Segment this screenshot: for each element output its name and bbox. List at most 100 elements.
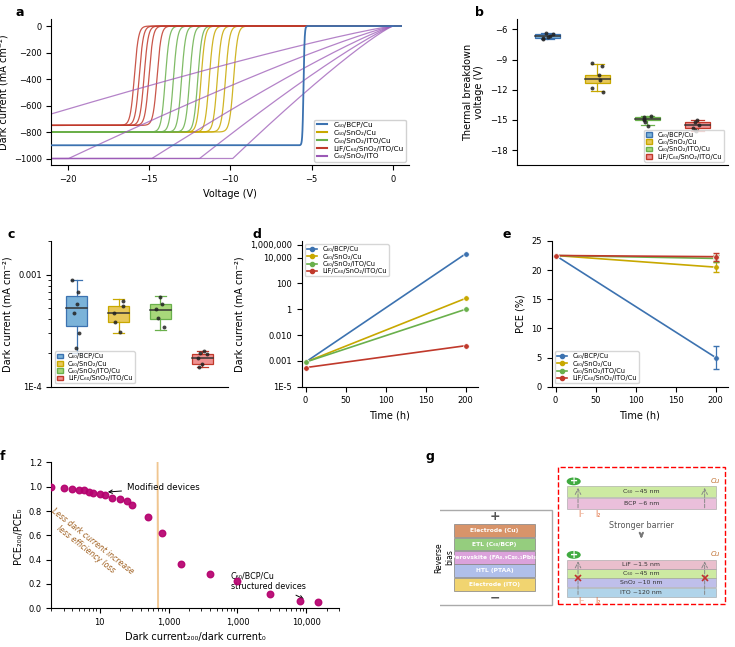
Point xyxy=(312,597,324,608)
Bar xyxy=(567,569,716,578)
Point xyxy=(126,499,138,510)
Point xyxy=(594,74,606,85)
Text: −: − xyxy=(490,591,500,604)
Bar xyxy=(567,587,716,597)
Point xyxy=(193,362,204,372)
Point xyxy=(596,60,608,71)
Text: g: g xyxy=(426,450,434,463)
Point xyxy=(87,488,98,498)
Point xyxy=(58,483,70,493)
Point xyxy=(66,484,78,494)
Text: HTL (PTAA): HTL (PTAA) xyxy=(476,568,513,573)
Point xyxy=(114,327,126,337)
Text: LiF ~1.5 nm: LiF ~1.5 nm xyxy=(623,562,660,567)
C₆₀/BCP/Cu xyxy=(397,22,406,30)
X-axis label: Time (h): Time (h) xyxy=(369,411,410,421)
Point xyxy=(79,485,90,496)
Text: C₆₀ ~45 nm: C₆₀ ~45 nm xyxy=(623,490,659,494)
Text: b: b xyxy=(475,6,484,19)
Bar xyxy=(454,578,535,591)
Point xyxy=(194,348,206,358)
Text: c: c xyxy=(7,228,15,241)
Point xyxy=(597,87,609,97)
Text: Less dark current increase
less efficiency loss: Less dark current increase less efficien… xyxy=(43,506,135,584)
Ellipse shape xyxy=(157,395,159,647)
Point xyxy=(542,32,554,42)
Point xyxy=(175,559,187,569)
Text: BCP ~6 nm: BCP ~6 nm xyxy=(623,501,659,506)
Point xyxy=(106,492,118,503)
Bar xyxy=(66,296,87,325)
Point xyxy=(94,489,106,499)
Point xyxy=(118,296,129,306)
Y-axis label: Dark current (mA cm⁻²): Dark current (mA cm⁻²) xyxy=(234,256,244,371)
Text: I₂: I₂ xyxy=(595,597,600,606)
Point xyxy=(117,302,129,312)
Y-axis label: PCE₂₀₀/PCE₀: PCE₂₀₀/PCE₀ xyxy=(13,507,23,564)
Point xyxy=(73,485,85,496)
Point xyxy=(158,322,170,333)
C₆₀/BCP/Cu xyxy=(107,142,116,149)
Text: I⁻: I⁻ xyxy=(578,510,584,519)
Text: e: e xyxy=(502,228,511,241)
Point xyxy=(689,116,701,127)
Text: Cu: Cu xyxy=(711,478,720,485)
Bar xyxy=(567,487,716,498)
Point xyxy=(66,274,78,285)
X-axis label: Voltage (V): Voltage (V) xyxy=(204,190,257,199)
Point xyxy=(154,292,165,302)
Point xyxy=(204,569,216,579)
Point xyxy=(156,528,168,538)
C₆₀/BCP/Cu xyxy=(390,22,398,30)
Point xyxy=(192,353,204,363)
Legend: C₆₀/BCP/Cu, C₆₀/SnO₂/Cu, C₆₀/SnO₂/ITO/Cu, LiF/C₆₀/SnO₂/ITO/Cu: C₆₀/BCP/Cu, C₆₀/SnO₂/Cu, C₆₀/SnO₂/ITO/Cu… xyxy=(305,245,389,276)
Bar xyxy=(635,117,660,120)
Point xyxy=(690,126,702,136)
Bar xyxy=(585,74,610,83)
C₆₀/BCP/Cu xyxy=(352,22,361,30)
Text: a: a xyxy=(15,6,24,19)
Legend: C₆₀/BCP/Cu, C₆₀/SnO₂/Cu, C₆₀/SnO₂/ITO/Cu, LiF/C₆₀/SnO₂/ITO/Cu, C₆₀/SnO₂/ITO: C₆₀/BCP/Cu, C₆₀/SnO₂/Cu, C₆₀/SnO₂/ITO/Cu… xyxy=(315,120,406,162)
Point xyxy=(689,125,701,135)
Point xyxy=(638,112,650,122)
Point xyxy=(115,494,126,504)
Bar xyxy=(454,551,535,564)
Text: +: + xyxy=(570,550,578,560)
Text: Electrode (ITO): Electrode (ITO) xyxy=(469,582,520,587)
Text: f: f xyxy=(0,450,5,463)
Point xyxy=(121,496,133,507)
Point xyxy=(153,313,165,324)
C₆₀/BCP/Cu xyxy=(47,142,56,149)
C₆₀/BCP/Cu xyxy=(181,142,190,149)
Legend: C₆₀/BCP/Cu, C₆₀/SnO₂/Cu, C₆₀/SnO₂/ITO/Cu, LiF/C₆₀/SnO₂/ITO/Cu: C₆₀/BCP/Cu, C₆₀/SnO₂/Cu, C₆₀/SnO₂/ITO/Cu… xyxy=(555,351,639,383)
Point xyxy=(540,28,552,38)
Point xyxy=(642,121,653,131)
Text: Stronger barrier: Stronger barrier xyxy=(609,521,674,536)
Bar xyxy=(567,498,716,509)
Point xyxy=(71,343,82,353)
Text: I⁻: I⁻ xyxy=(578,597,584,606)
Y-axis label: Dark current (mA cm⁻²): Dark current (mA cm⁻²) xyxy=(0,34,8,150)
Bar xyxy=(558,467,725,604)
Point xyxy=(537,34,549,44)
Point xyxy=(645,111,657,121)
Point xyxy=(547,29,559,39)
Bar xyxy=(567,560,716,569)
Text: I₂: I₂ xyxy=(595,510,600,519)
Bar xyxy=(454,524,535,537)
Point xyxy=(71,287,83,297)
Text: C₆₀ ~45 nm: C₆₀ ~45 nm xyxy=(623,571,659,576)
Point xyxy=(110,316,121,327)
Y-axis label: PCE (%): PCE (%) xyxy=(516,294,526,333)
Point xyxy=(693,120,705,130)
Point xyxy=(151,304,162,314)
Point xyxy=(108,309,120,319)
Text: Electrode (Cu): Electrode (Cu) xyxy=(470,528,519,533)
Point xyxy=(201,349,212,359)
Point xyxy=(83,487,95,497)
Text: +: + xyxy=(570,476,578,487)
Y-axis label: Thermal breakdown
voltage (V): Thermal breakdown voltage (V) xyxy=(463,43,484,141)
Text: +: + xyxy=(490,510,500,523)
Text: ETL (C₆₀/BCP): ETL (C₆₀/BCP) xyxy=(473,542,517,547)
Bar xyxy=(108,307,129,322)
